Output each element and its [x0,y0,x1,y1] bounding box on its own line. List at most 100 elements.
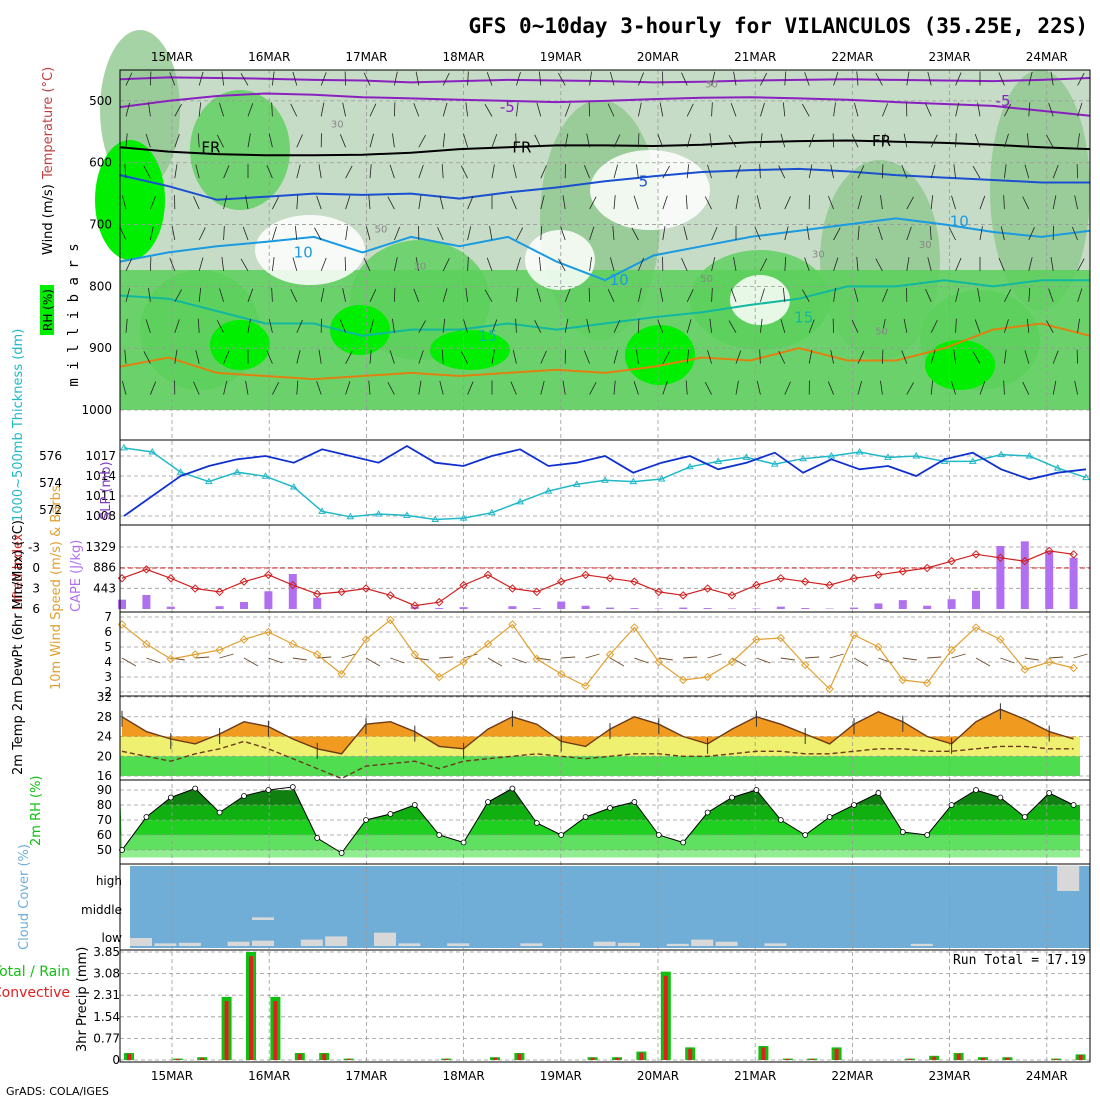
thickness-point [346,512,355,520]
wind-barb [245,195,249,210]
cape-bar [1069,557,1078,609]
wind-barb [784,256,787,271]
thickness-point [855,447,864,455]
rh-saturated-area [95,140,165,260]
rh2m-point [753,787,760,793]
wind-barb [901,350,908,364]
li-point [190,584,200,593]
wind-barb [1000,226,1005,241]
wind-barb [906,226,912,241]
wind-barb [268,318,273,333]
wind-barb [394,71,398,86]
wind-barb [760,318,763,333]
date-label-bottom: 20MAR [637,1069,679,1083]
wind-barb [564,103,571,117]
wind-barb [802,103,810,117]
wind10-barb [195,656,210,659]
wind10-point [386,615,395,625]
wind-barb [174,289,182,303]
cape-bar [166,606,175,609]
wind10-barb [219,653,234,659]
rh2m-point [851,802,857,808]
wind-barb [1024,350,1030,364]
temp-axis-text: 2m Temp 2m DewPt (6hr Min/Max) (°C) [11,520,26,775]
wind-barb [880,195,883,210]
wind-barb [491,164,495,179]
wind-barb [1028,227,1035,241]
wind-tick-label: 7 [104,610,112,624]
cape-bar [459,607,468,609]
contour-label: 15 [794,308,813,326]
wind-barb [877,226,883,241]
rh2m-tick-label: 80 [97,798,112,812]
cape-bar [606,607,614,609]
wind-barb [365,226,371,241]
rh2m-point [265,787,272,793]
rh2m-point [485,799,491,805]
li-point [410,601,420,610]
wind-barb [1052,195,1057,210]
wind-barb [439,380,444,395]
wind-barb [1028,287,1031,302]
li-point [264,570,273,580]
wind-barb [998,257,1005,272]
wind-barb [930,319,938,333]
wind-barb [467,256,469,271]
wind-barb [148,287,151,302]
wind-barb [345,381,351,395]
wind-barb [681,257,688,272]
wind-barb [804,257,810,272]
wind-barb [1077,102,1083,117]
contour-label: FR [872,132,891,150]
wind10-barb [487,657,503,667]
wind-barb [198,227,206,241]
wind-barb [686,349,690,364]
wind-barb [1052,164,1059,179]
wind-barb [760,102,765,117]
wind-barb [760,72,768,86]
cape-bar [1045,550,1054,609]
wind-barb [143,351,151,364]
date-label-bottom: 19MAR [540,1069,582,1083]
cape-bar [1020,541,1029,609]
wind-barb [536,102,542,117]
wind10-barb [829,653,844,659]
wind-barb [174,164,178,179]
cape-bar [508,606,517,609]
wind-barb [686,133,692,148]
cape-bar [313,597,322,609]
wind-barb [193,381,200,395]
wind-barb [657,319,664,333]
legend-temperature: Temperature (°C) [41,67,56,180]
wind-barb [125,102,131,117]
wind-barb [491,349,495,364]
cape-bar [557,601,566,609]
li-point [215,587,224,597]
wind-barb [510,196,517,210]
wind-barb [882,133,886,148]
rh2m-point [509,785,516,792]
wind10-barb [1049,656,1064,659]
precip-conv-bar [517,1053,522,1060]
thickness-point [884,453,892,460]
wind-barb [804,72,810,86]
wind-barb [195,164,200,179]
wind-barb [125,318,128,333]
thickness-tick-label: 572 [39,503,62,517]
wind10-barb [292,657,307,661]
wind-barb [830,349,834,364]
wind-barb [709,318,712,333]
wind-barb [607,103,615,117]
wind-barb [465,102,468,117]
wind-barb [484,289,493,303]
li-point [361,584,371,593]
wind-barb [538,256,542,271]
wind10-barb [512,657,527,664]
legend-rh: RH (%) [41,289,55,331]
wind-barb [1003,195,1005,210]
wind10-barb [805,656,820,659]
wind-barb [242,226,249,241]
contour-label: 30 [919,240,932,251]
precip-conv-bar [1005,1057,1010,1060]
rh2m-point [777,817,784,823]
